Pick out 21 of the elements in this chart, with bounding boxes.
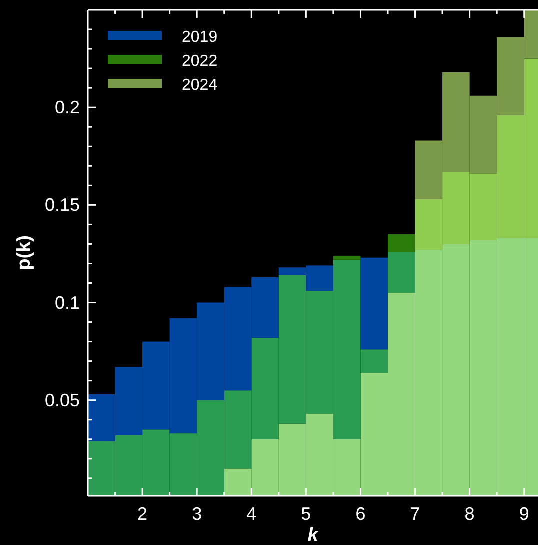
y-tick-label: 0.1 (54, 292, 80, 313)
x-axis-title: k (308, 525, 320, 545)
x-tick-label: 2 (138, 504, 148, 524)
x-tick-label: 5 (301, 504, 312, 524)
x-tick-label: 9 (519, 504, 530, 524)
legend-label: 2022 (182, 53, 218, 70)
y-axis-title: p(k) (14, 236, 35, 270)
y-tick-label: 0.05 (44, 390, 80, 410)
y-tick-label: 0.15 (44, 195, 80, 216)
bar (360, 258, 388, 350)
legend-label: 2024 (182, 77, 218, 94)
legend-label: 2019 (182, 29, 218, 46)
x-tick-label: 4 (246, 504, 257, 524)
bar (388, 252, 416, 294)
bar (333, 256, 361, 260)
x-tick-label: 6 (356, 504, 366, 524)
x-tick-label: 3 (192, 504, 202, 524)
x-tick-label: 8 (464, 504, 475, 524)
y-tick-label: 0.2 (54, 98, 80, 118)
x-tick-label: 7 (410, 504, 420, 524)
bar (388, 234, 416, 252)
